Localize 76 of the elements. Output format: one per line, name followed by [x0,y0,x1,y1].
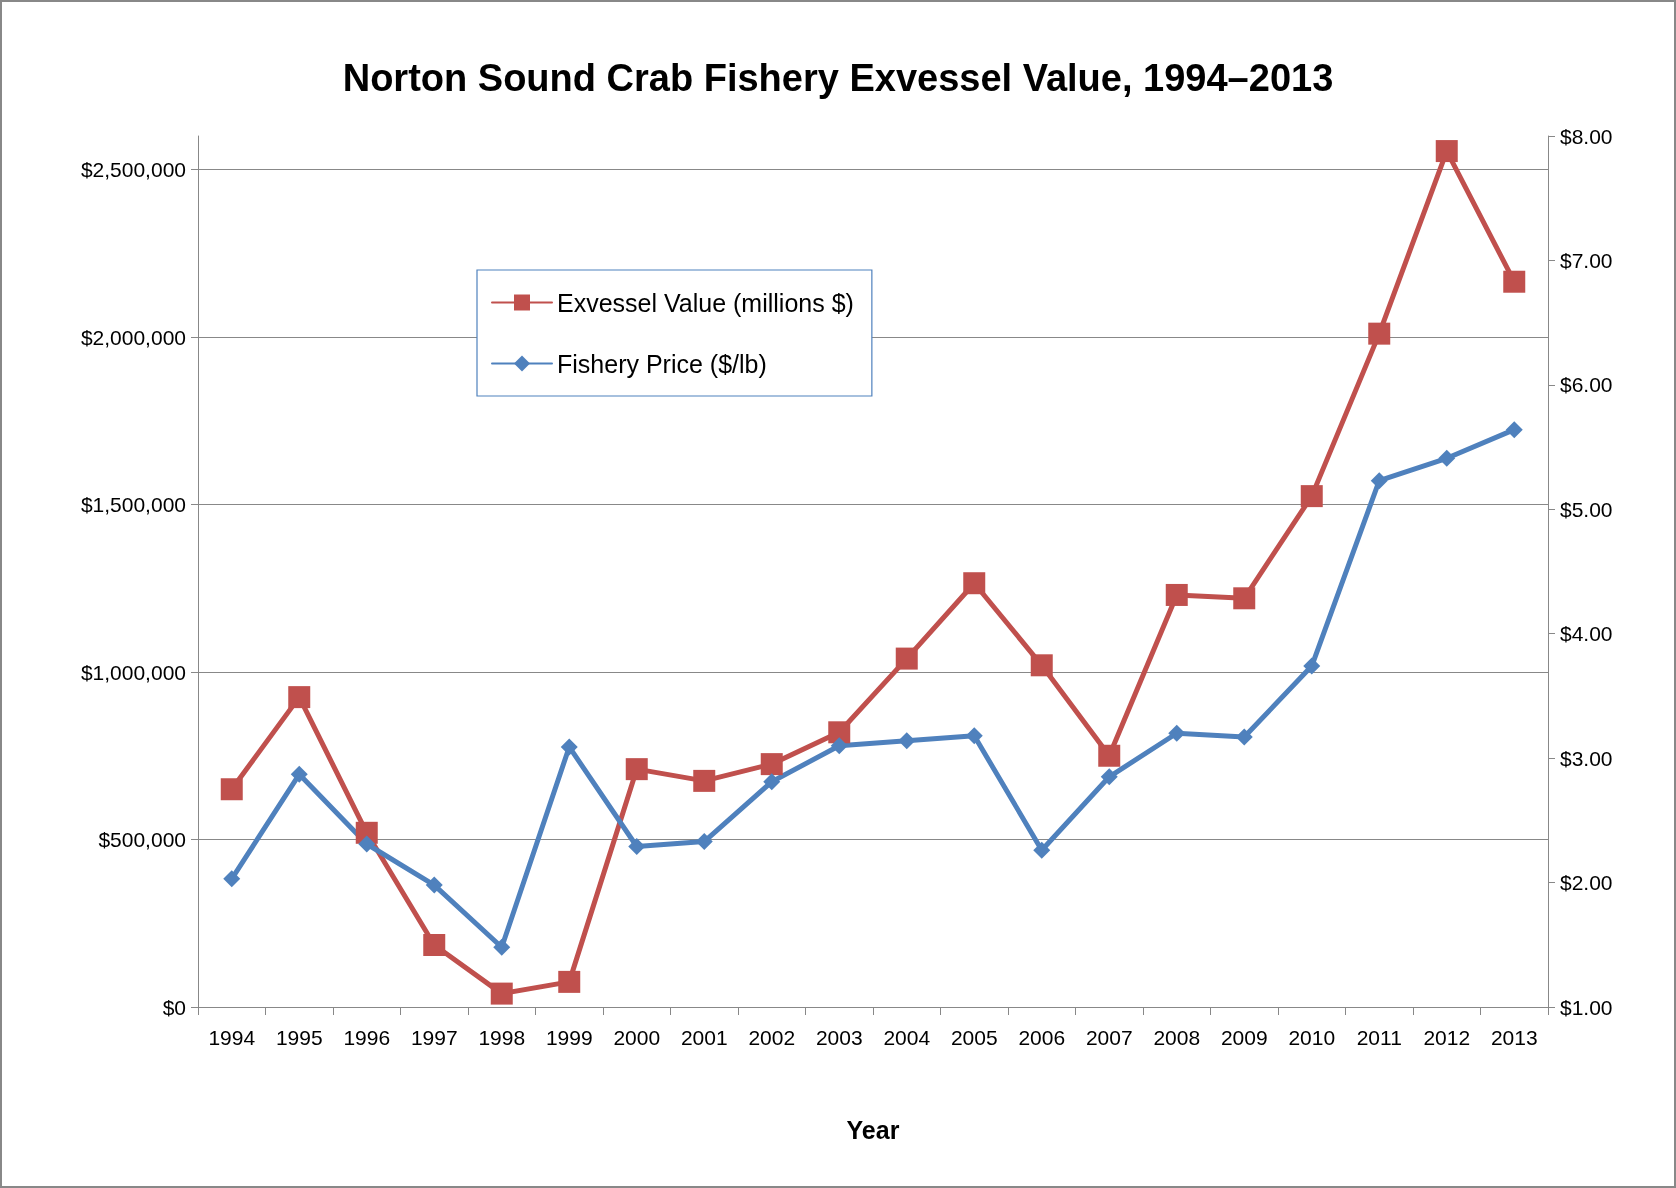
x-tick-label: 1994 [208,1026,256,1049]
point [963,572,986,595]
x-tick-label: 1999 [545,1026,593,1049]
point [695,833,713,851]
x-tick-label: 2003 [815,1026,863,1049]
y2-tick-label: $4.00 [1560,622,1613,646]
y2-tick-label: $8.00 [1560,124,1613,148]
point [1300,485,1323,508]
y-tick-label: $2,500,000 [80,158,186,181]
point [490,982,513,1005]
y-tick-label: $1,500,000 [80,493,186,516]
point [1303,657,1321,675]
point [1438,449,1456,467]
x-axis-title: Year [846,1115,900,1144]
x-tick-label: 2010 [1288,1026,1336,1049]
point [220,778,243,801]
x-tick-label: 2006 [1018,1026,1066,1049]
point [828,721,851,744]
y-tick-label: $500,000 [98,828,186,851]
x-tick-label: 2011 [1356,1026,1402,1049]
point [693,769,716,792]
x-tick-label: 2007 [1085,1026,1133,1049]
point [625,758,648,781]
point [760,753,783,776]
x-tick-label: 1998 [478,1026,526,1049]
y2-tick-label: $1.00 [1560,995,1613,1019]
point [558,970,581,993]
x-tick-label: 1995 [275,1026,323,1049]
point [288,686,311,709]
point [223,870,241,888]
point [1370,472,1388,490]
x-tick-label: 2009 [1220,1026,1268,1049]
point [358,835,376,853]
point [898,732,916,750]
point [493,938,511,956]
point [1033,841,1051,859]
point [1368,322,1391,345]
x-tick-label: 2002 [748,1026,796,1049]
x-tick-label: 1996 [343,1026,391,1049]
legend-label: Exvessel Value (millions $) [557,288,854,317]
x-tick-label: 2000 [613,1026,661,1049]
x-tick-label: 2008 [1153,1026,1201,1049]
point [1165,583,1188,606]
point [560,738,578,756]
legend-label: Fishery Price ($/lb) [557,349,767,378]
point [763,773,781,791]
y-tick-label: $2,000,000 [80,325,186,349]
y-tick-label: $1,000,000 [80,660,186,684]
point [830,737,848,755]
point [1168,724,1186,742]
point [628,837,646,855]
point [423,934,446,957]
x-tick-label: 1997 [410,1026,458,1049]
x-tick-label: 2012 [1423,1026,1471,1049]
point [1098,744,1121,767]
point [1233,587,1256,610]
x-tick-label: 2001 [680,1026,728,1049]
point [1505,421,1523,439]
y2-tick-label: $5.00 [1560,497,1613,521]
y2-tick-label: $7.00 [1560,248,1613,272]
point [1100,768,1118,786]
y2-tick-label: $2.00 [1560,871,1613,895]
y2-tick-label: $6.00 [1560,373,1613,397]
x-tick-label: 2013 [1490,1026,1538,1049]
y2-tick-label: $3.00 [1560,746,1613,770]
point [1030,654,1053,677]
x-tick-label: 2004 [883,1026,931,1049]
point [425,876,443,894]
chart-title: Norton Sound Crab Fishery Exvessel Value, 1994–2013 [342,57,1334,99]
point [965,727,983,745]
point [895,647,918,670]
y-tick-label: $0 [162,995,186,1019]
point [1503,270,1526,293]
point [1435,140,1458,163]
point [290,765,308,783]
x-tick-label: 2005 [950,1026,998,1049]
